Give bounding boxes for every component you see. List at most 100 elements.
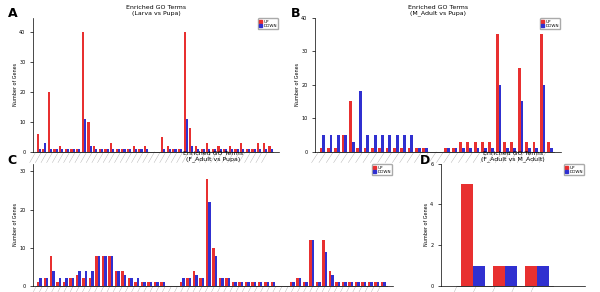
Bar (93, 146, 95, 152)
Title: Enriched GO Terms
(M_Adult vs Pupa): Enriched GO Terms (M_Adult vs Pupa) (408, 5, 468, 16)
Bar (124, 149, 125, 152)
Bar (344, 135, 347, 152)
Bar (212, 149, 214, 152)
Bar (206, 143, 208, 152)
Bar (493, 266, 505, 286)
Bar (386, 148, 388, 152)
Bar (236, 149, 239, 152)
Bar (73, 149, 75, 152)
Bar (37, 282, 40, 286)
Bar (305, 282, 308, 286)
Bar (37, 134, 38, 152)
Bar (85, 271, 88, 286)
Bar (503, 142, 506, 152)
Bar (491, 148, 494, 152)
Bar (130, 279, 133, 286)
Legend: UP, DOWN: UP, DOWN (258, 18, 278, 29)
Bar (540, 34, 542, 152)
Bar (89, 279, 91, 286)
Bar (329, 135, 332, 152)
Bar (76, 275, 79, 286)
Bar (264, 282, 266, 286)
Bar (42, 149, 44, 152)
Bar (135, 149, 137, 152)
Bar (238, 282, 241, 286)
Bar (172, 149, 175, 152)
Bar (95, 149, 97, 152)
Bar (50, 149, 52, 152)
Bar (533, 142, 535, 152)
Bar (388, 135, 391, 152)
Bar (235, 149, 236, 152)
Bar (374, 282, 377, 286)
Y-axis label: Number of Genes: Number of Genes (13, 203, 18, 246)
Bar (254, 149, 256, 152)
Bar (184, 32, 185, 152)
Bar (356, 148, 359, 152)
Text: MF: MF (495, 168, 502, 173)
Bar (163, 282, 165, 286)
Bar (59, 146, 61, 152)
Bar (338, 282, 340, 286)
Bar (537, 266, 549, 286)
Bar (225, 279, 227, 286)
Bar (247, 282, 250, 286)
Bar (82, 279, 85, 286)
Bar (359, 91, 362, 152)
Bar (377, 282, 379, 286)
Bar (481, 142, 484, 152)
Bar (200, 149, 203, 152)
Bar (191, 146, 193, 152)
Bar (50, 256, 52, 286)
Bar (78, 149, 80, 152)
Bar (469, 148, 472, 152)
Bar (254, 282, 256, 286)
Bar (337, 135, 340, 152)
Bar (199, 279, 202, 286)
Bar (121, 149, 124, 152)
Bar (396, 135, 398, 152)
Bar (208, 202, 211, 286)
Bar (169, 149, 171, 152)
Bar (251, 282, 254, 286)
Bar (232, 282, 234, 286)
Bar (400, 148, 403, 152)
Bar (40, 279, 42, 286)
Bar (178, 149, 180, 152)
Text: D: D (419, 154, 430, 167)
Bar (242, 149, 244, 152)
Bar (410, 135, 413, 152)
Bar (141, 282, 143, 286)
Bar (116, 149, 118, 152)
Bar (371, 148, 374, 152)
Legend: UP, DOWN: UP, DOWN (540, 18, 560, 29)
Bar (220, 149, 222, 152)
Bar (134, 282, 137, 286)
Bar (88, 122, 89, 152)
Bar (101, 149, 103, 152)
Bar (368, 282, 370, 286)
Bar (374, 135, 377, 152)
Bar (180, 282, 182, 286)
Bar (528, 148, 531, 152)
Bar (65, 149, 67, 152)
Bar (422, 148, 425, 152)
Bar (341, 135, 344, 152)
Bar (488, 142, 491, 152)
Bar (361, 282, 364, 286)
Text: MF: MF (213, 168, 221, 173)
Bar (186, 279, 188, 286)
Bar (355, 282, 358, 286)
Bar (393, 148, 396, 152)
Bar (95, 256, 98, 286)
Bar (99, 149, 101, 152)
Bar (189, 128, 191, 152)
Bar (227, 279, 230, 286)
Bar (115, 271, 118, 286)
Bar (214, 149, 216, 152)
Bar (505, 266, 517, 286)
Bar (215, 256, 217, 286)
Bar (476, 148, 479, 152)
Bar (223, 149, 225, 152)
Bar (241, 282, 243, 286)
